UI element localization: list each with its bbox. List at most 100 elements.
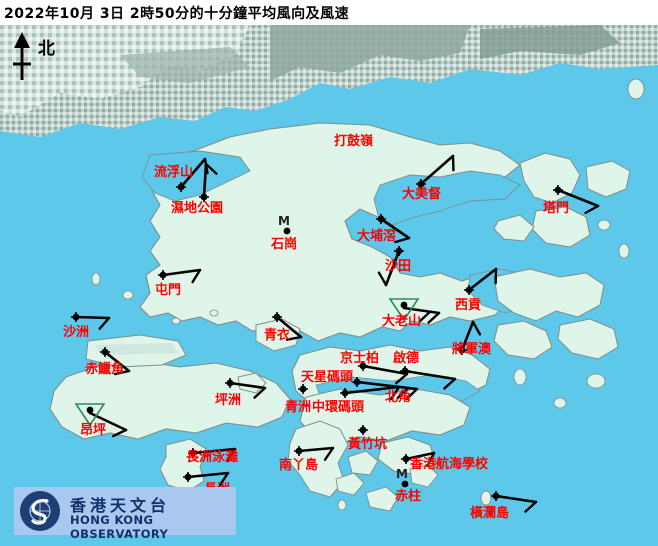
wind-barb-flag (405, 387, 419, 401)
hko-logo-icon (20, 491, 60, 531)
title-bar: 2022年10月 3日 2時50分的十分鐘平均風向及風速 (0, 0, 658, 25)
station-8 (158, 268, 202, 284)
station-cross-icon (400, 366, 410, 376)
station-label: 京士柏 (340, 351, 380, 366)
station-label: 打鼓嶺 (334, 134, 374, 149)
station-28: M (396, 467, 409, 488)
station-dot-icon (400, 301, 408, 309)
station-label: 昂坪 (80, 423, 107, 438)
map-geography (0, 25, 658, 546)
station-label: 濕地公園 (171, 201, 224, 216)
station-label: 坪洲 (215, 393, 242, 408)
station-label: 天星碼頭 (301, 370, 354, 385)
wind-barb-layer: MM (71, 154, 600, 513)
station-dot-icon (86, 406, 94, 414)
station-label: 北角 (385, 390, 412, 405)
station-7 (377, 246, 404, 287)
station-18 (225, 378, 267, 399)
wind-barb-flag (98, 316, 111, 330)
station-26 (401, 451, 436, 467)
station-6 (376, 214, 411, 244)
station-cross-icon (394, 246, 404, 256)
wind-shaft (161, 268, 202, 277)
station-23 (358, 425, 368, 435)
station-5 (553, 185, 600, 215)
station-15 (358, 361, 409, 385)
wind-shaft (467, 267, 498, 292)
wind-shaft (460, 320, 475, 352)
wind-shaft (179, 157, 207, 189)
north-arrow: 北 (8, 30, 68, 85)
station-label: 黃竹坑 (348, 437, 388, 452)
station-label: 屯門 (155, 283, 182, 298)
wind-barb-flag (191, 268, 202, 284)
station-label: 橫瀾島 (470, 506, 510, 521)
station-20 (298, 384, 308, 394)
wind-barb-flag (426, 451, 436, 467)
wind-barb-flag (584, 204, 600, 215)
wind-barb-flag (427, 311, 441, 324)
missing-data-marker: M (396, 467, 408, 481)
station-label: 石崗 (271, 237, 298, 252)
station-14 (457, 320, 482, 355)
station-cross-icon (464, 285, 474, 295)
station-cross-icon (401, 454, 411, 464)
wind-barb-flag (225, 447, 237, 463)
station-label: 塔門 (543, 201, 570, 216)
wind-shaft (228, 381, 267, 390)
wind-shaft (297, 446, 335, 453)
station-label: 香港航海學校 (410, 457, 489, 472)
wind-shaft (404, 451, 436, 461)
wind-barb-flag (204, 162, 218, 175)
hill-station-triangle-icon (388, 298, 420, 322)
station-label: 將軍澳 (452, 342, 492, 357)
station-label: 西貢 (455, 298, 482, 313)
hill-station-triangle-icon (74, 403, 106, 427)
hko-logo-chinese: 香港天文台 (70, 496, 171, 515)
wind-shaft (103, 350, 131, 373)
station-cross-icon (457, 345, 467, 355)
station-label: 沙洲 (63, 325, 90, 340)
station-cross-icon (340, 388, 350, 398)
station-cross-icon (294, 446, 304, 456)
page-title: 2022年10月 3日 2時50分的十分鐘平均風向及風速 (4, 6, 350, 22)
station-label: 大老山 (382, 314, 422, 329)
station-22 (74, 403, 128, 438)
north-arrow-icon (13, 32, 31, 80)
station-21 (340, 385, 401, 401)
station-label: 赤鱲角 (85, 362, 125, 377)
wind-shaft (343, 385, 401, 395)
wind-barb-flag (377, 271, 388, 287)
station-label: 中環碼頭 (312, 400, 365, 415)
station-label: 青洲 (285, 400, 312, 415)
wind-barb-flag (253, 386, 267, 399)
station-label: 啟德 (393, 351, 420, 366)
station-cross-icon (100, 347, 110, 357)
wind-shaft (384, 249, 401, 287)
station-2 (199, 162, 218, 202)
station-4 (416, 154, 455, 189)
station-label: 大美督 (402, 187, 442, 202)
station-29 (491, 491, 538, 513)
station-10 (71, 312, 111, 330)
station-label: 青衣 (264, 328, 291, 343)
station-cross-icon (183, 472, 193, 482)
station-cross-icon (358, 425, 368, 435)
wind-shaft (191, 447, 237, 455)
station-cross-icon (376, 214, 386, 224)
north-label: 北 (38, 39, 55, 59)
station-cross-icon (176, 182, 186, 192)
station-cross-icon (416, 179, 426, 189)
wind-shaft (202, 162, 208, 199)
wind-barb-flag (443, 377, 457, 390)
wind-barb-flag (394, 236, 411, 244)
wind-barb-flag (113, 369, 131, 376)
station-label: 長洲泳灘 (186, 450, 239, 465)
station-cross-icon (188, 448, 198, 458)
wind-barb-flag (418, 310, 432, 323)
station-17 (352, 377, 419, 401)
station-cross-icon (352, 377, 362, 387)
station-25 (294, 446, 335, 461)
wind-barb-flag (285, 335, 303, 341)
